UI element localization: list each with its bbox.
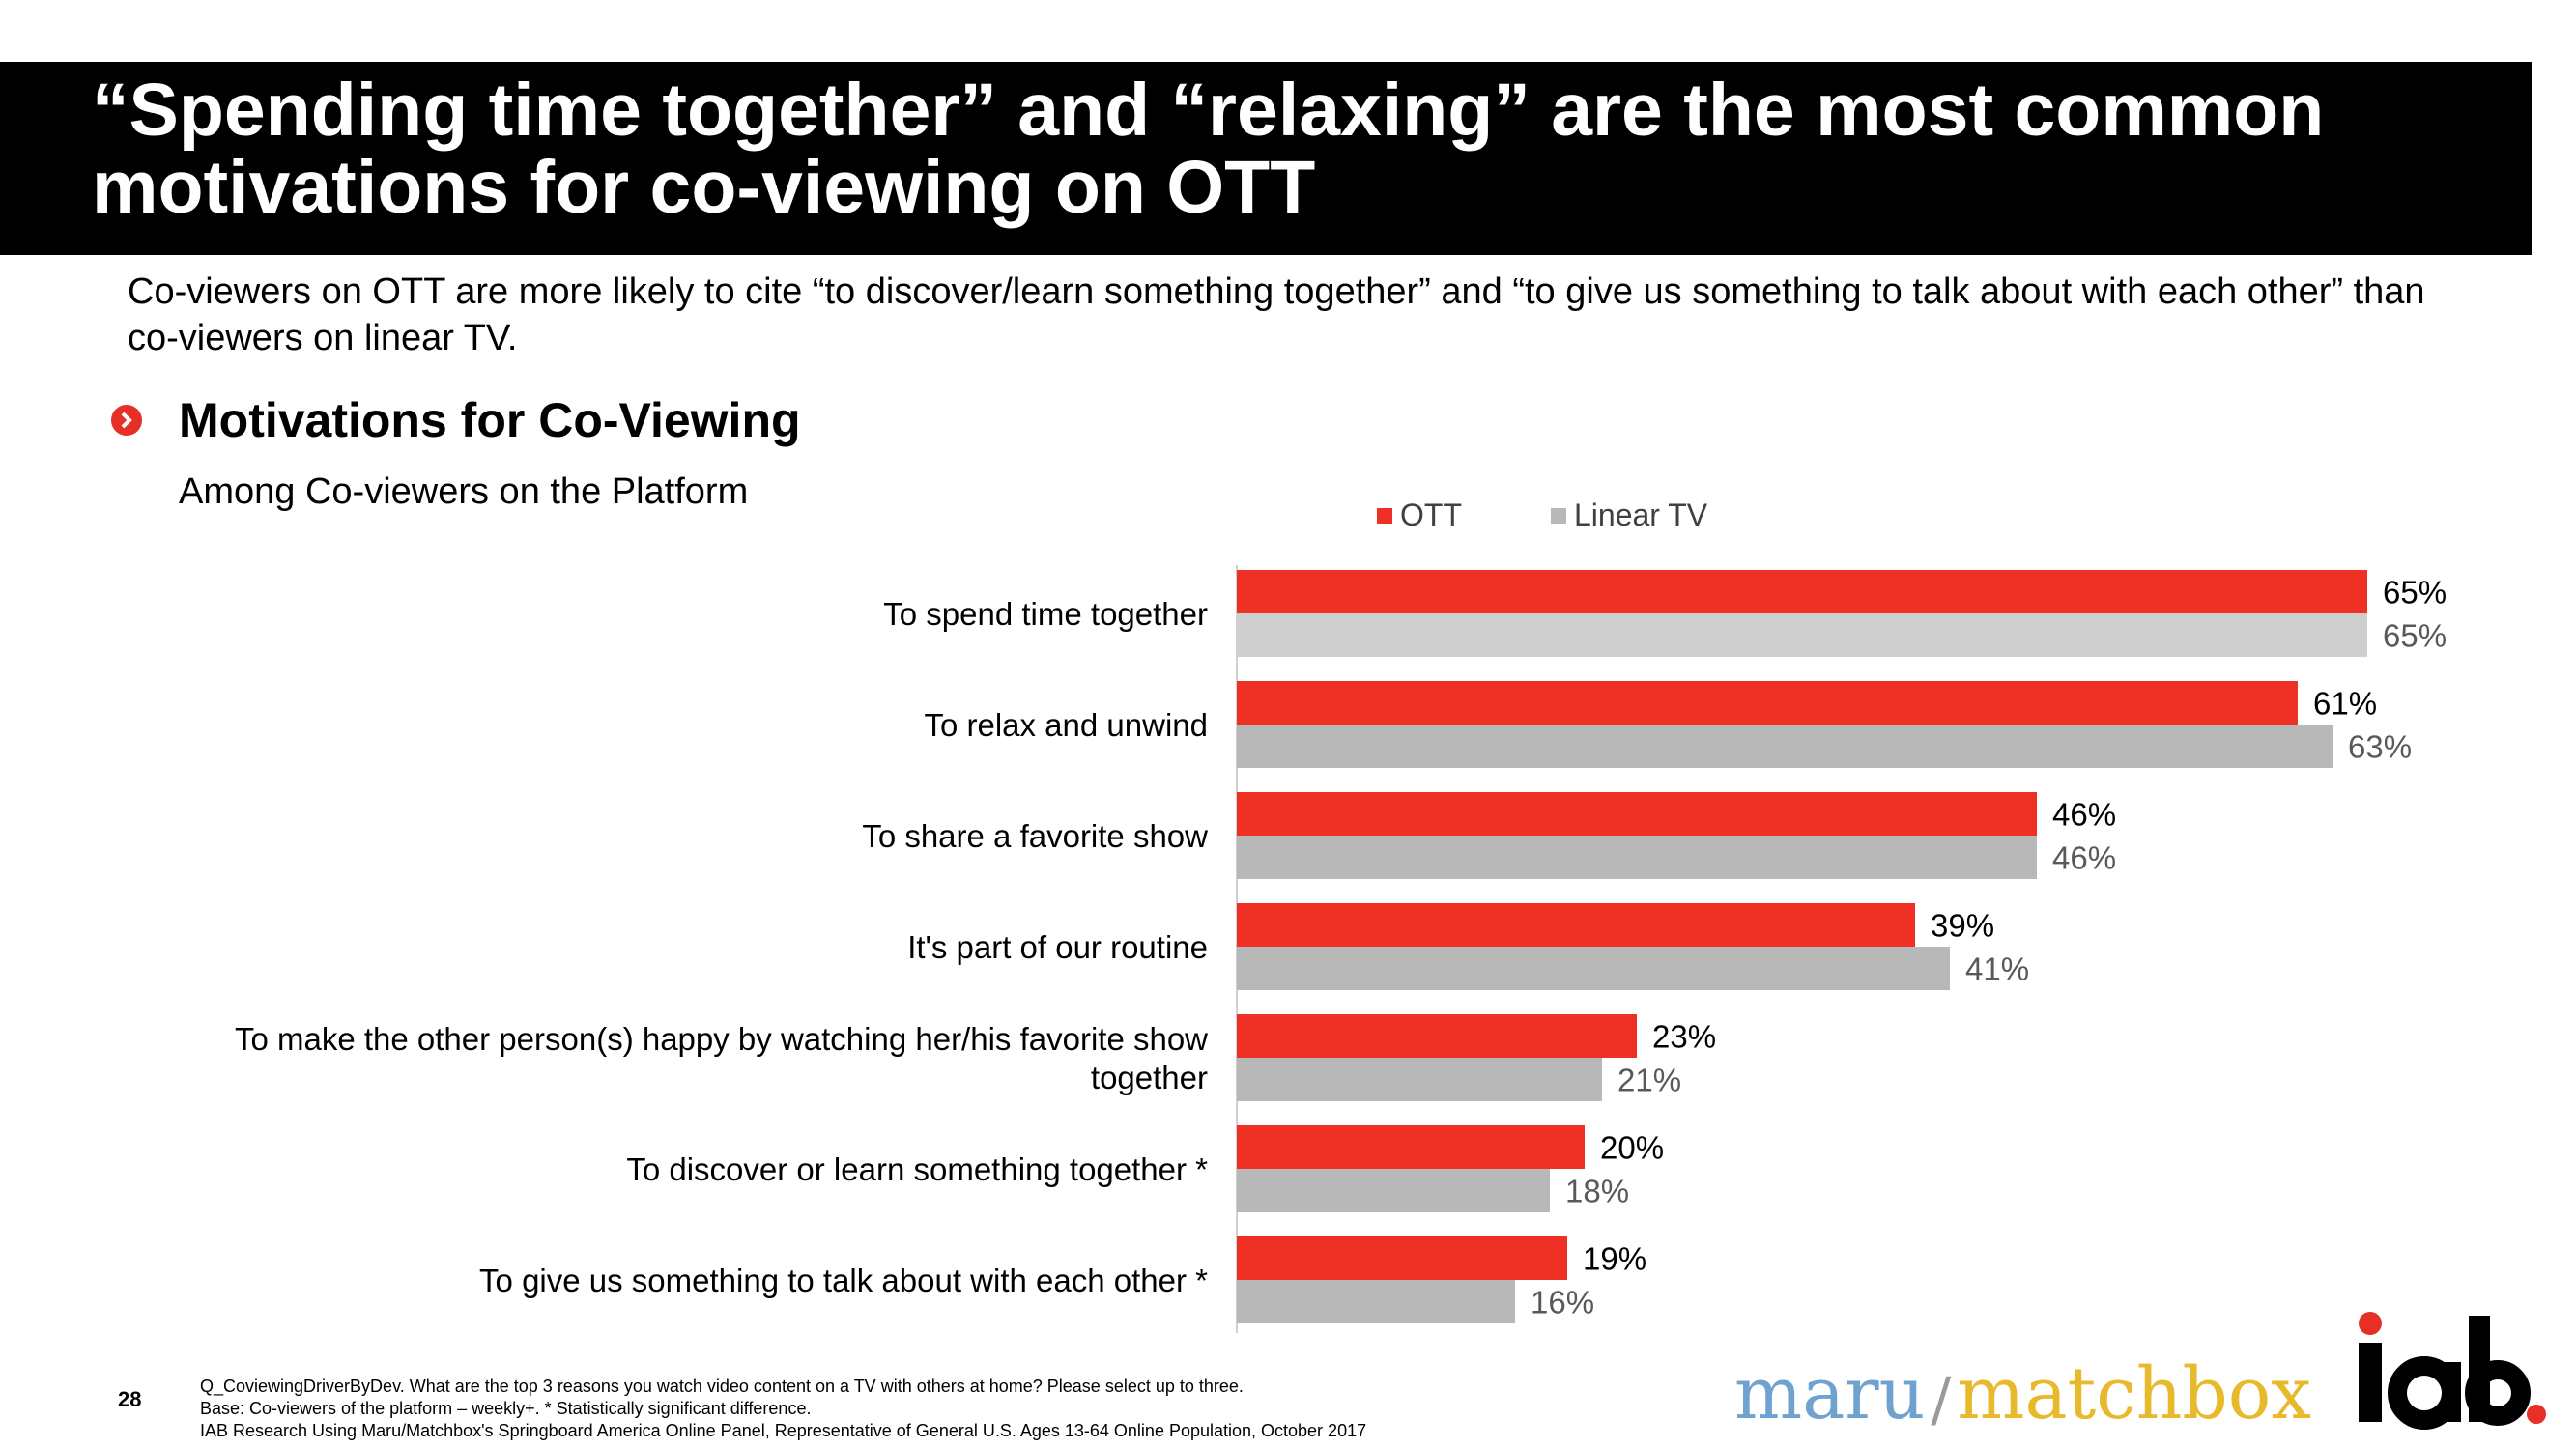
chevron-right-icon (111, 405, 142, 436)
title-line-2: motivations for co-viewing on OTT (92, 146, 1316, 229)
legend-item-linear: Linear TV (1550, 497, 1708, 533)
logo-slash: / (1931, 1364, 1952, 1435)
footnote-base: Base: Co-viewers of the platform – weekl… (200, 1399, 812, 1418)
page-subtitle: Co-viewers on OTT are more likely to cit… (128, 269, 2543, 361)
subtitle-line-2: co-viewers on linear TV. (128, 318, 518, 358)
footnotes: Q_CoviewingDriverByDev. What are the top… (200, 1376, 1366, 1442)
legend-label-linear: Linear TV (1573, 497, 1708, 532)
chart-legend: OTT Linear TV (1377, 497, 1796, 533)
bar-chart: To spend time together 65% 65% To relax and… (235, 565, 2447, 1333)
bar-ott (1237, 681, 2298, 724)
data-label-linear-tv: 46% (2052, 840, 2116, 876)
bar-linear-tv (1237, 836, 2037, 879)
data-label-ott: 23% (1652, 1019, 1716, 1055)
data-label-linear-tv: 18% (1565, 1174, 1629, 1209)
page-title: “Spending time together” and “relaxing” … (92, 71, 2507, 226)
bar-linear-tv (1237, 613, 2367, 657)
bar-linear-tv (1237, 1058, 1602, 1101)
data-label-linear-tv: 65% (2383, 618, 2447, 654)
data-label-ott: 46% (2052, 797, 2116, 833)
maru-matchbox-logo: maru / matchbox (1734, 1314, 2311, 1430)
data-label-linear-tv: 16% (1531, 1285, 1594, 1321)
bar-ott (1237, 1125, 1585, 1169)
data-label-ott: 39% (1931, 908, 1994, 944)
bar-ott (1237, 570, 2367, 613)
category-label: To give us something to talk about with … (479, 1263, 1208, 1298)
bar-ott (1237, 1236, 1567, 1280)
title-bar (0, 62, 2532, 255)
section-title: Motivations for Co-Viewing (179, 393, 801, 447)
logo-matchbox-text: matchbox (1957, 1352, 2312, 1435)
bar-linear-tv (1237, 947, 1950, 990)
bar-linear-tv (1237, 1169, 1550, 1212)
legend-swatch-linear (1550, 507, 1566, 524)
bar-linear-tv (1237, 724, 2333, 768)
data-label-ott: 19% (1583, 1241, 1646, 1277)
footnote-question: Q_CoviewingDriverByDev. What are the top… (200, 1377, 1244, 1396)
bar-linear-tv (1237, 1280, 1515, 1323)
data-label-ott: 20% (1600, 1130, 1664, 1166)
category-label: To share a favorite show (862, 818, 1208, 854)
bar-ott (1237, 792, 2037, 836)
category-label: To relax and unwind (924, 707, 1208, 743)
category-label: To make the other person(s) happy by wat… (235, 1021, 1208, 1095)
legend-item-ott: OTT (1377, 497, 1462, 533)
data-label-linear-tv: 41% (1965, 952, 2029, 987)
bar-ott (1237, 903, 1915, 947)
section-header: Motivations for Co-Viewing (111, 386, 801, 454)
iab-logo-mark (2359, 1312, 2546, 1430)
subtitle-line-1: Co-viewers on OTT are more likely to cit… (128, 271, 2425, 312)
category-label: To spend time together (883, 596, 1208, 632)
data-label-ott: 65% (2383, 575, 2447, 611)
legend-label-ott: OTT (1400, 497, 1462, 532)
data-label-linear-tv: 21% (1617, 1063, 1681, 1098)
title-line-1: “Spending time together” and “relaxing” … (92, 69, 2325, 152)
footnote-source: IAB Research Using Maru/Matchbox's Sprin… (200, 1421, 1367, 1440)
logo-maru-text: maru (1734, 1352, 1926, 1435)
bar-ott (1237, 1014, 1637, 1058)
category-label: It's part of our routine (907, 929, 1208, 965)
data-label-linear-tv: 63% (2348, 729, 2412, 765)
legend-swatch-ott (1377, 507, 1392, 524)
data-label-ott: 61% (2313, 686, 2377, 722)
page-number: 28 (118, 1387, 142, 1411)
iab-logo (2359, 1312, 2546, 1430)
chart-subtitle: Among Co-viewers on the Platform (179, 471, 749, 512)
category-label: To discover or learn something together … (626, 1151, 1208, 1187)
